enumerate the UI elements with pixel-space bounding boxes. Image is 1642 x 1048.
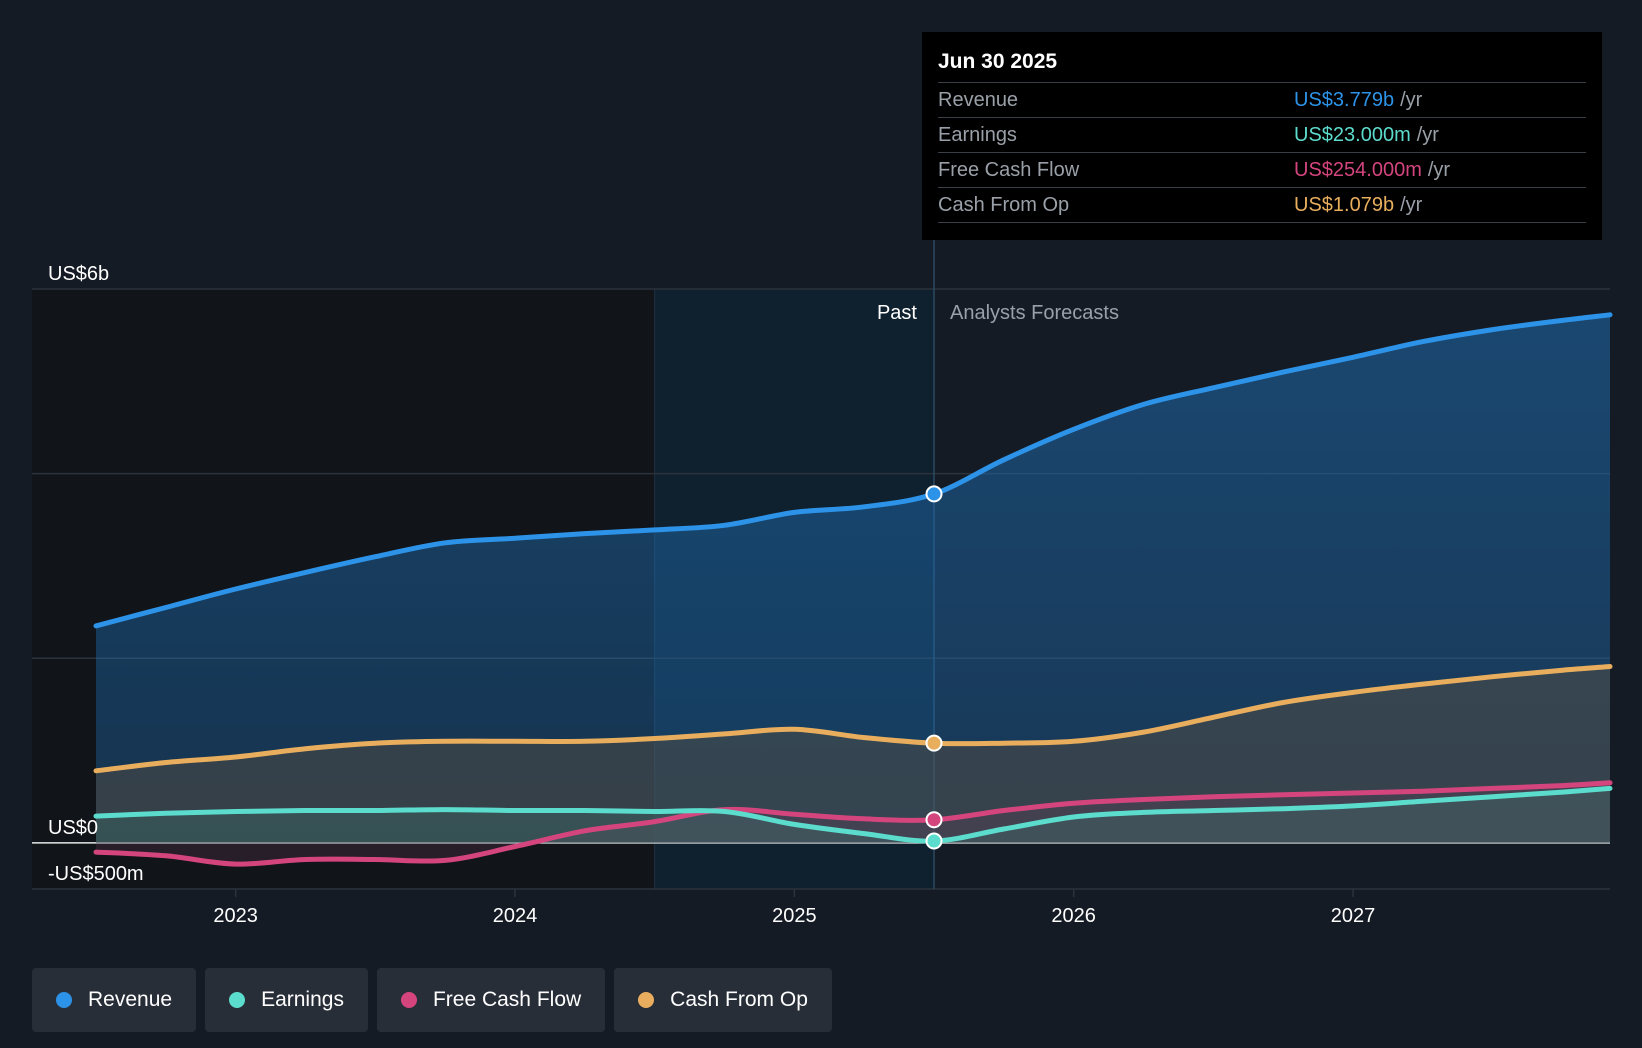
tooltip-row-revenue: Revenue US$3.779b /yr <box>938 83 1586 118</box>
x-tick-label: 2026 <box>1051 905 1096 927</box>
legend-item-cash-from-op[interactable]: Cash From Op <box>614 968 832 1032</box>
tooltip-label: Revenue <box>938 89 1019 111</box>
revenue-line <box>93 312 1613 629</box>
cash-from-op-marker <box>925 734 943 752</box>
legend: Revenue Earnings Free Cash Flow Cash Fro… <box>32 968 832 1032</box>
tooltip-value: US$3.779b <box>1294 89 1395 111</box>
free-cash-flow-area <box>96 782 1610 865</box>
x-tick-label: 2023 <box>213 905 258 927</box>
tooltip-value: US$254.000m <box>1294 159 1422 181</box>
revenue-marker <box>925 485 943 503</box>
earnings-area <box>96 788 1610 843</box>
past-label: Past <box>877 302 917 324</box>
x-tick-label: 2027 <box>1331 905 1376 927</box>
tooltip-value: US$1.079b <box>1294 194 1395 216</box>
tooltip-unit: /yr <box>1427 159 1451 181</box>
x-tick-label: 2024 <box>493 905 538 927</box>
legend-label: Free Cash Flow <box>432 988 582 1011</box>
x-tick-label: 2025 <box>772 905 817 927</box>
cash-from-op-line <box>93 664 1613 774</box>
tooltip-label: Free Cash Flow <box>938 159 1080 181</box>
cash-from-op-area <box>96 666 1610 843</box>
legend-label: Cash From Op <box>670 988 808 1011</box>
legend-item-revenue[interactable]: Revenue <box>32 968 197 1032</box>
tooltip-unit: /yr <box>1416 124 1439 146</box>
y-tick-label: -US$500m <box>48 863 144 885</box>
tooltip-panel: Jun 30 2025 Revenue US$3.779b /yr Earnin… <box>922 32 1602 240</box>
forecast-label: Analysts Forecasts <box>950 302 1119 324</box>
legend-dot-icon <box>229 992 246 1008</box>
legend-item-earnings[interactable]: Earnings <box>205 968 368 1032</box>
tooltip-row-cash-from-op: Cash From Op US$1.079b /yr <box>938 188 1586 223</box>
free-cash-flow-line <box>93 780 1613 867</box>
tooltip-unit: /yr <box>1400 89 1423 111</box>
legend-dot-icon <box>56 992 72 1008</box>
tooltip-unit: /yr <box>1400 194 1423 216</box>
legend-item-free-cash-flow[interactable]: Free Cash Flow <box>376 968 606 1032</box>
legend-dot-icon <box>400 992 417 1008</box>
free-cash-flow-marker <box>925 811 943 829</box>
tooltip-row-free-cash-flow: Free Cash Flow US$254.000m /yr <box>938 153 1586 188</box>
legend-label: Earnings <box>261 988 344 1011</box>
tooltip-row-earnings: Earnings US$23.000m /yr <box>938 118 1586 153</box>
tooltip-value: US$23.000m <box>1294 124 1411 146</box>
tooltip-date: Jun 30 2025 <box>938 48 1586 83</box>
y-tick-label: US$6b <box>48 263 109 285</box>
y-tick-label: US$0 <box>48 817 98 839</box>
legend-dot-icon <box>638 992 655 1008</box>
legend-label: Revenue <box>88 988 173 1011</box>
earnings-line <box>93 785 1613 844</box>
earnings-marker <box>925 832 943 850</box>
tooltip-label: Earnings <box>938 124 1017 146</box>
tooltip-label: Cash From Op <box>938 194 1070 216</box>
